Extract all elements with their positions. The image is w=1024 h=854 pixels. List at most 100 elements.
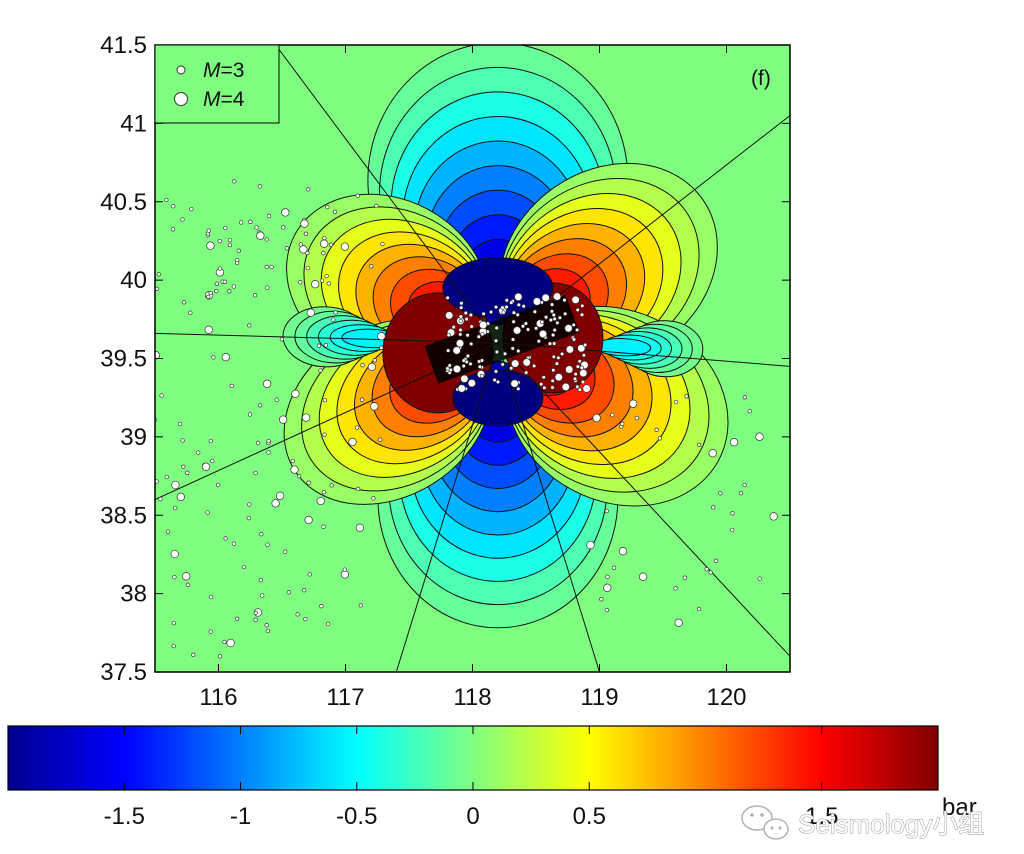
event-marker (684, 394, 689, 399)
event-marker (504, 298, 509, 303)
event-marker (458, 314, 464, 319)
event-marker (323, 343, 329, 348)
event-marker (552, 316, 557, 322)
y-tick-label: 40.5 (100, 189, 147, 216)
event-marker (290, 458, 295, 464)
event-marker (322, 235, 327, 241)
event-marker (164, 197, 169, 203)
event-marker (563, 311, 568, 316)
event-marker (510, 337, 516, 342)
event-marker (321, 490, 327, 495)
event-marker (565, 365, 574, 374)
event-marker (521, 304, 526, 309)
event-marker (354, 425, 360, 430)
contour-plot: 116 117 118 119 120 37.5 38 38.5 39 39.5 40 40.5 41… (100, 32, 791, 711)
event-marker (254, 225, 259, 230)
event-marker (232, 179, 237, 184)
event-marker (266, 450, 271, 455)
event-marker (468, 361, 473, 367)
event-marker (447, 363, 452, 368)
event-marker (577, 359, 582, 364)
event-marker (502, 351, 508, 356)
event-marker (515, 312, 520, 317)
event-marker (255, 440, 261, 446)
event-marker (211, 355, 216, 360)
y-axis-ticks: 37.5 38 38.5 39 39.5 40 40.5 41 41.5 (100, 32, 790, 686)
event-marker (579, 365, 584, 370)
event-marker (516, 386, 521, 391)
event-marker (747, 409, 752, 414)
event-marker (306, 308, 315, 317)
event-marker (510, 379, 519, 388)
event-marker (252, 293, 258, 298)
event-marker (180, 438, 185, 443)
event-marker (481, 311, 486, 316)
event-marker (551, 368, 556, 373)
event-marker (173, 505, 178, 511)
event-marker (629, 399, 638, 408)
event-marker (258, 578, 263, 583)
event-marker (673, 399, 679, 405)
event-marker (638, 572, 648, 581)
event-marker (205, 510, 210, 515)
event-marker (510, 346, 515, 351)
event-marker (580, 303, 585, 308)
event-marker (208, 629, 213, 634)
x-axis-ticks: 116 117 118 119 120 (199, 45, 747, 711)
event-marker (549, 302, 555, 307)
event-marker (611, 565, 617, 570)
event-marker (258, 403, 263, 408)
event-marker (158, 496, 163, 502)
event-marker (304, 515, 313, 525)
event-marker (477, 364, 483, 369)
event-marker (492, 377, 497, 383)
event-marker (458, 332, 463, 337)
event-marker (634, 415, 639, 421)
event-marker (281, 225, 286, 230)
event-marker (657, 436, 662, 441)
event-marker (253, 470, 258, 476)
event-marker (500, 305, 505, 310)
event-marker (271, 499, 280, 508)
event-marker (552, 327, 557, 333)
event-marker (355, 486, 361, 492)
event-marker (253, 617, 258, 622)
event-marker (504, 304, 509, 310)
event-marker (579, 368, 588, 378)
event-marker (265, 542, 270, 547)
event-marker (552, 341, 557, 346)
event-marker (552, 292, 562, 301)
event-marker (189, 206, 194, 212)
event-marker (188, 310, 193, 315)
event-marker (556, 355, 561, 360)
event-marker (465, 333, 470, 338)
event-marker (538, 329, 548, 339)
event-marker (548, 317, 554, 323)
y-tick-label: 38 (120, 581, 147, 608)
event-marker (494, 349, 500, 355)
colorbar-tick-label: -1 (230, 803, 251, 830)
event-marker (332, 209, 338, 214)
event-marker (604, 607, 610, 613)
event-marker (582, 384, 591, 393)
y-tick-label: 40 (120, 267, 147, 294)
zero-contour-line-1 (155, 342, 499, 501)
colorbar-tick-label: 0 (466, 803, 479, 830)
watermark: Seismology小组 (741, 805, 985, 840)
legend: M=3 M=4 (154, 44, 280, 124)
event-marker (369, 264, 374, 269)
event-marker (340, 242, 350, 251)
event-marker (696, 442, 702, 447)
event-marker (673, 586, 678, 591)
event-marker (155, 479, 159, 484)
event-marker (571, 295, 580, 304)
event-marker (227, 242, 233, 248)
event-marker (549, 309, 555, 314)
event-marker (571, 337, 577, 342)
x-tick-label: 117 (326, 684, 364, 711)
x-tick-label: 119 (580, 684, 618, 711)
event-marker (171, 620, 177, 626)
colorbar-gradient (7, 725, 939, 791)
event-marker (355, 523, 365, 532)
